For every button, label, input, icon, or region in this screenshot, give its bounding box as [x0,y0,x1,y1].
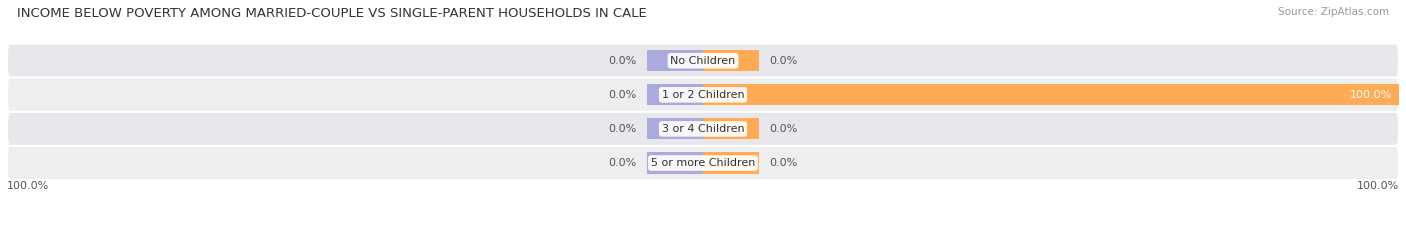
Bar [647,118,703,140]
Text: Source: ZipAtlas.com: Source: ZipAtlas.com [1278,7,1389,17]
Bar [647,50,703,71]
Text: 5 or more Children: 5 or more Children [651,158,755,168]
Text: 1 or 2 Children: 1 or 2 Children [662,90,744,100]
Bar [703,152,759,174]
Text: 0.0%: 0.0% [609,124,637,134]
Bar [647,152,703,174]
Text: 100.0%: 100.0% [1357,181,1399,191]
Bar [703,84,1399,105]
Bar [703,50,759,71]
Text: 0.0%: 0.0% [609,56,637,66]
Text: 3 or 4 Children: 3 or 4 Children [662,124,744,134]
FancyBboxPatch shape [7,146,1399,180]
FancyBboxPatch shape [7,44,1399,78]
Text: 100.0%: 100.0% [1350,90,1392,100]
FancyBboxPatch shape [7,112,1399,146]
FancyBboxPatch shape [7,78,1399,112]
Text: 0.0%: 0.0% [609,158,637,168]
Text: 100.0%: 100.0% [7,181,49,191]
Text: 0.0%: 0.0% [609,90,637,100]
Text: 0.0%: 0.0% [769,158,797,168]
Text: No Children: No Children [671,56,735,66]
Text: 0.0%: 0.0% [769,124,797,134]
Text: 0.0%: 0.0% [769,56,797,66]
Text: INCOME BELOW POVERTY AMONG MARRIED-COUPLE VS SINGLE-PARENT HOUSEHOLDS IN CALE: INCOME BELOW POVERTY AMONG MARRIED-COUPL… [17,7,647,20]
Bar [703,118,759,140]
Bar [647,84,703,105]
